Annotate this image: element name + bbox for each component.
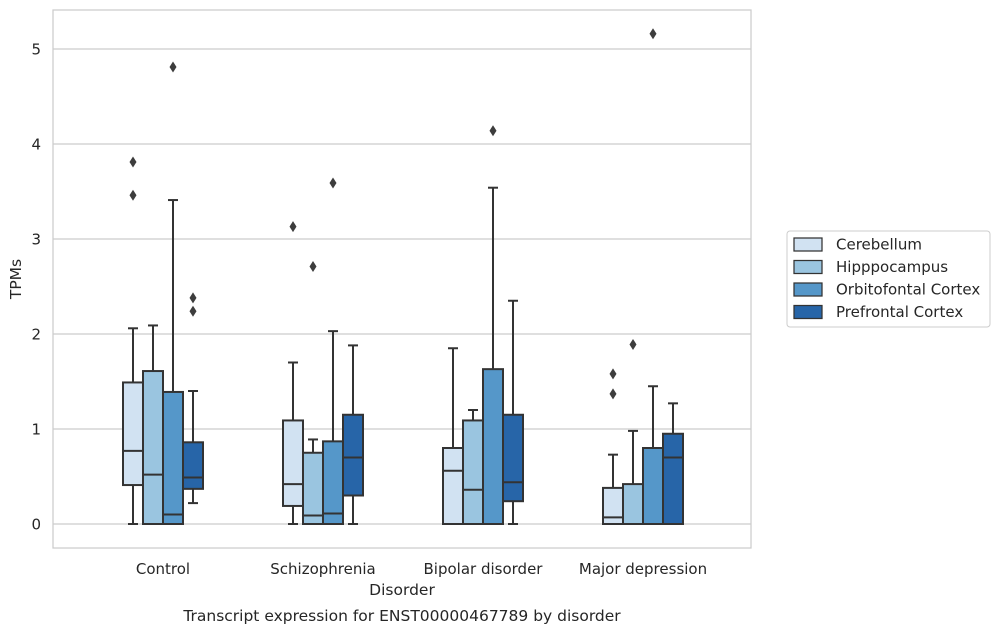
y-tick-label: 3: [31, 231, 41, 249]
legend-label: Prefrontal Cortex: [836, 303, 963, 321]
outlier-point: [609, 368, 617, 380]
box-body: [302, 451, 324, 525]
legend-swatch: [793, 282, 823, 297]
y-axis-label: TPMs: [7, 259, 25, 300]
box-body: [502, 413, 524, 503]
outlier-point: [329, 177, 337, 189]
x-tick-label: Major depression: [579, 560, 707, 578]
box-body: [282, 419, 304, 507]
box-body: [342, 413, 364, 497]
box-element: [182, 292, 204, 505]
y-tick-label: 5: [31, 41, 41, 59]
box-body: [642, 447, 664, 525]
legend: Cerebellum Hipppocampus Orbitofontal Corte…: [786, 230, 991, 328]
legend-label: Hipppocampus: [836, 258, 948, 276]
outlier-point: [629, 338, 637, 350]
y-tick-label: 0: [31, 516, 41, 534]
box-element: [302, 261, 324, 525]
outlier-point: [609, 388, 617, 400]
box-body: [602, 486, 624, 525]
legend-swatch: [793, 304, 823, 320]
outlier-point: [189, 292, 197, 304]
legend-label: Cerebellum: [836, 236, 922, 254]
x-axis-label: Disorder: [369, 581, 435, 599]
box-body: [182, 441, 204, 490]
box-body: [462, 419, 484, 526]
outlier-point: [169, 61, 177, 73]
plot-frame: [52, 9, 752, 549]
y-tick-label: 4: [31, 136, 41, 154]
box-element: [342, 344, 364, 525]
box-body: [662, 432, 684, 525]
x-tick-label: Schizophrenia: [270, 560, 375, 578]
outlier-point: [289, 221, 297, 233]
outlier-point: [129, 189, 137, 201]
legend-frame: [786, 230, 991, 328]
outlier-point: [489, 125, 497, 137]
y-tick-label: 1: [31, 421, 41, 439]
x-tick-labels: Control Schizophrenia Bipolar disorder Majo…: [136, 560, 707, 578]
x-tick-label: Control: [136, 560, 190, 578]
box-element: [462, 409, 484, 526]
box-body: [442, 447, 464, 525]
box-body: [122, 381, 144, 487]
outlier-point: [189, 305, 197, 317]
box-body: [142, 370, 164, 525]
box-body: [162, 390, 184, 526]
box-element: [602, 368, 624, 525]
chart-title: Transcript expression for ENST0000046778…: [182, 607, 621, 625]
outlier-point: [649, 28, 657, 40]
legend-swatch: [793, 237, 823, 252]
x-tick-label: Bipolar disorder: [424, 560, 544, 578]
legend-label: Orbitofontal Cortex: [836, 281, 980, 299]
box-element: [142, 324, 164, 525]
legend-items: Cerebellum Hipppocampus Orbitofontal Corte…: [793, 236, 980, 321]
box-body: [322, 440, 344, 526]
outlier-point: [129, 156, 137, 168]
legend-swatch: [793, 259, 823, 275]
y-tick-labels: 0 1 2 3 4 5: [31, 41, 41, 534]
boxes: [122, 28, 684, 526]
y-tick-label: 2: [31, 326, 41, 344]
box-element: [642, 28, 664, 525]
box-element: [502, 299, 524, 525]
box-body: [482, 368, 504, 525]
box-element: [122, 156, 144, 525]
box-element: [322, 177, 344, 526]
box-body: [622, 483, 644, 526]
outlier-point: [309, 261, 317, 273]
box-element: [662, 402, 684, 525]
